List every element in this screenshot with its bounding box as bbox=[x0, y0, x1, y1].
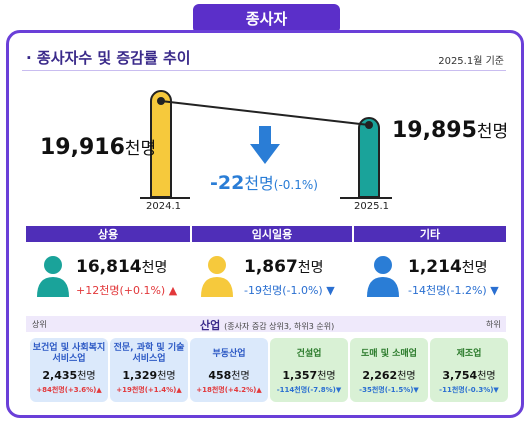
other-change: -14천명(-1.2%) ▼ bbox=[408, 284, 499, 297]
as-of-date: 2025.1월 기준 bbox=[438, 56, 504, 67]
industry-value: 1,329천명 bbox=[122, 369, 176, 382]
regular-value: 16,814천명 bbox=[76, 257, 168, 277]
section-title: · 종사자수 및 증감률 추이 bbox=[26, 49, 191, 67]
up-arrow-icon: ▲ bbox=[165, 284, 178, 297]
person-yellow-icon bbox=[201, 256, 233, 297]
industry-change: +18천명(+4.2%)▲ bbox=[196, 386, 262, 394]
value-2025: 19,895천명 bbox=[392, 118, 509, 143]
industry-change: +84천명(+3.6%)▲ bbox=[36, 386, 102, 394]
industry-card: 제조업 3,754천명 -11천명(-0.3%)▼ bbox=[430, 338, 508, 402]
temporary-value: 1,867천명 bbox=[244, 257, 324, 277]
industry-value: 1,357천명 bbox=[282, 369, 336, 382]
year-label-left: 2024.1 bbox=[146, 201, 181, 212]
industry-card: 도매 및 소매업 2,262천명 -35천명(-1.5%)▼ bbox=[350, 338, 428, 402]
value-2024: 19,916천명 bbox=[40, 135, 157, 160]
person-blue-icon bbox=[367, 256, 399, 297]
status-header-temporary: 임시일용 bbox=[192, 226, 352, 242]
industry-name: 전문, 과학 및 기술 서비스업 bbox=[113, 343, 185, 364]
industry-card: 부동산업 458천명 +18천명(+4.2%)▲ bbox=[190, 338, 268, 402]
status-header-regular: 상용 bbox=[26, 226, 190, 242]
industry-change: -35천명(-1.5%)▼ bbox=[359, 386, 419, 394]
industry-value: 2,435천명 bbox=[42, 369, 96, 382]
person-teal-icon bbox=[37, 256, 69, 297]
industry-change: +19천명(+1.4%)▲ bbox=[116, 386, 182, 394]
temporary-change: -19천명(-1.0%) ▼ bbox=[244, 284, 335, 297]
industry-card: 보건업 및 사회복지 서비스업 2,435천명 +84천명(+3.6%)▲ bbox=[30, 338, 108, 402]
industry-change: -11천명(-0.3%)▼ bbox=[439, 386, 499, 394]
total-change: -22천명(-0.1%) bbox=[210, 172, 318, 194]
industry-change: -114천명(-7.8%)▼ bbox=[276, 386, 342, 394]
industry-top-label: 상위 bbox=[32, 320, 47, 329]
status-header-other: 기타 bbox=[354, 226, 506, 242]
industry-value: 3,754천명 bbox=[442, 369, 496, 382]
regular-change: +12천명(+0.1%) ▲ bbox=[76, 284, 178, 297]
industry-title: 산업 (종사자 증감 상위3, 하위3 순위) bbox=[200, 319, 335, 332]
industry-value: 458천명 bbox=[208, 369, 250, 382]
other-value: 1,214천명 bbox=[408, 257, 488, 277]
industry-name: 건설업 bbox=[296, 348, 322, 359]
down-arrow-icon: ▼ bbox=[322, 284, 335, 297]
year-label-right: 2025.1 bbox=[354, 201, 389, 212]
industry-name: 도매 및 소매업 bbox=[361, 348, 417, 359]
industry-name: 보건업 및 사회복지 서비스업 bbox=[32, 343, 106, 364]
industry-name: 부동산업 bbox=[212, 348, 246, 359]
industry-bottom-label: 하위 bbox=[486, 320, 501, 329]
industry-header-band bbox=[26, 316, 506, 332]
industry-name: 제조업 bbox=[456, 348, 482, 359]
page-tab-title: 종사자 bbox=[193, 4, 340, 32]
down-arrow-icon bbox=[250, 126, 280, 164]
section-divider bbox=[22, 70, 506, 71]
down-arrow-icon: ▼ bbox=[486, 284, 499, 297]
industry-card: 전문, 과학 및 기술 서비스업 1,329천명 +19천명(+1.4%)▲ bbox=[110, 338, 188, 402]
industry-card: 건설업 1,357천명 -114천명(-7.8%)▼ bbox=[270, 338, 348, 402]
industry-value: 2,262천명 bbox=[362, 369, 416, 382]
